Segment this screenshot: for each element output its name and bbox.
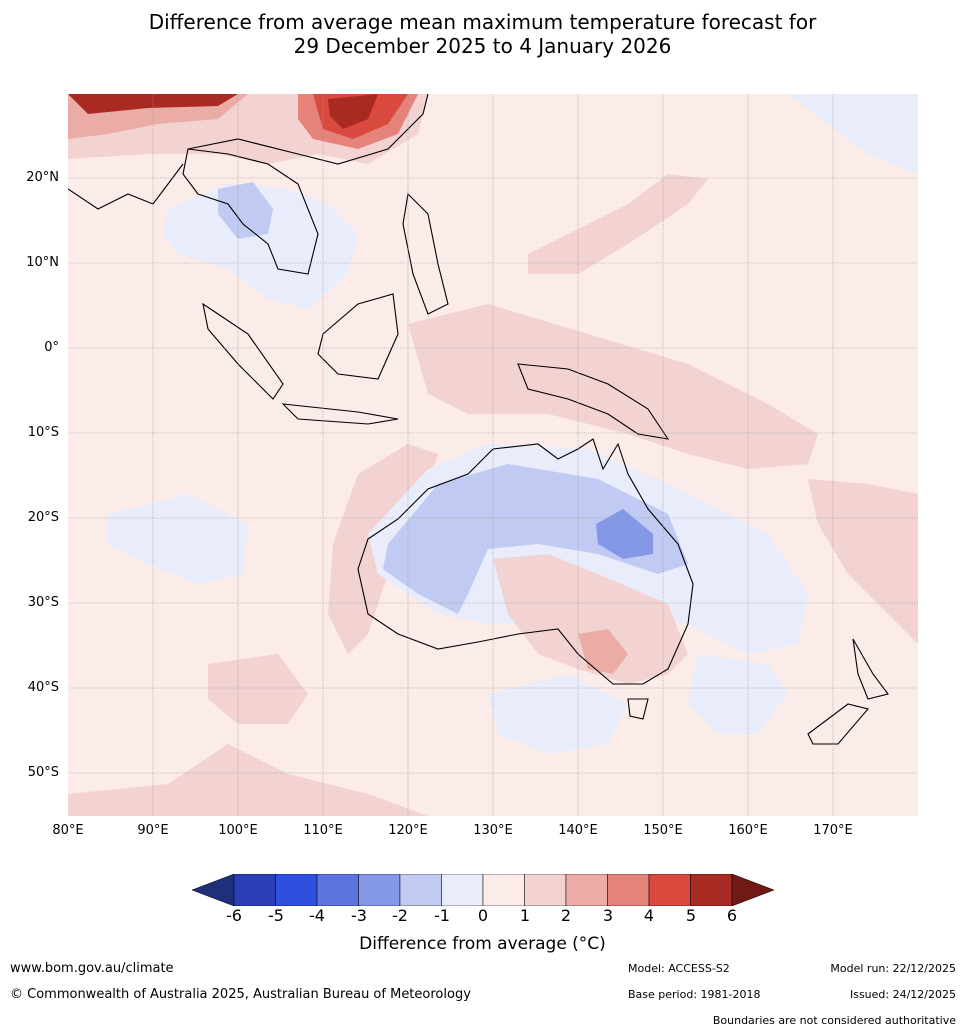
- colorbar-tick-2: 2: [560, 906, 572, 925]
- lon-label-140e: 140°E: [558, 823, 598, 838]
- colorbar-extend-low: [192, 874, 235, 906]
- colorbar-segment-2: [275, 874, 318, 906]
- cool-region-indochina: [163, 184, 358, 309]
- colorbar-segment-1: [233, 874, 276, 906]
- coastline-new-zealand-north: [852, 638, 889, 700]
- cool-core-australia: [383, 464, 688, 614]
- lat-label-20n: 20°N: [26, 170, 59, 185]
- coastline-java: [281, 403, 399, 425]
- title-line-2: 29 December 2025 to 4 January 2026: [293, 34, 672, 58]
- coastline-philippines: [402, 192, 449, 315]
- lon-label-90e: 90°E: [137, 823, 169, 838]
- warm-region-south-australia: [493, 554, 688, 684]
- colorbar-tick-neg2: -2: [392, 906, 408, 925]
- colorbar-tick-3: 3: [602, 906, 614, 925]
- colorbar-tick-neg5: -5: [268, 906, 284, 925]
- warm-core-victoria: [578, 629, 628, 674]
- cool-peak-qld: [596, 509, 653, 559]
- coastline-tasmania: [627, 698, 649, 720]
- colorbar-segment-6: [441, 874, 484, 906]
- lat-label-30s: 30°S: [27, 595, 59, 610]
- cool-region-pacific-north: [788, 94, 918, 174]
- footer-disclaimer: Boundaries are not considered authoritat…: [712, 1014, 956, 1027]
- warm-region-south-indian: [208, 654, 308, 724]
- colorbar-segment-7: [482, 874, 525, 906]
- lon-label-120e: 120°E: [388, 823, 428, 838]
- lat-label-10n: 10°N: [26, 255, 59, 270]
- lon-label-160e: 160°E: [728, 823, 768, 838]
- colorbar-tick-6: 6: [726, 906, 738, 925]
- cool-core-indochina: [218, 182, 273, 239]
- colorbar-tick-0: 0: [477, 906, 489, 925]
- map-title: Difference from average mean maximum tem…: [0, 10, 965, 58]
- footer-copyright: © Commonwealth of Australia 2025, Austra…: [10, 987, 471, 1002]
- lat-label-10s: 10°S: [27, 425, 59, 440]
- lat-label-40s: 40°S: [27, 680, 59, 695]
- footer-issued: Issued: 24/12/2025: [849, 988, 956, 1001]
- colorbar-segments: [192, 874, 774, 906]
- colorbar-extend-high: [731, 874, 774, 906]
- colorbar-segment-8: [524, 874, 567, 906]
- lon-label-170e: 170°E: [813, 823, 853, 838]
- colorbar-segment-11: [648, 874, 691, 906]
- footer-model: Model: ACCESS-S2: [628, 962, 730, 975]
- colorbar: [192, 874, 774, 906]
- colorbar-segment-9: [565, 874, 608, 906]
- coastline-india: [68, 163, 184, 210]
- lon-label-100e: 100°E: [218, 823, 258, 838]
- footer-base-period: Base period: 1981-2018: [628, 988, 761, 1001]
- coastline-new-zealand-south: [807, 703, 869, 745]
- footer-model-run: Model run: 22/12/2025: [830, 962, 956, 975]
- lat-label-50s: 50°S: [27, 765, 59, 780]
- colorbar-tick-5: 5: [685, 906, 697, 925]
- coastlines: [68, 94, 889, 745]
- colorbar-tick-neg1: -1: [434, 906, 450, 925]
- lon-label-110e: 110°E: [303, 823, 343, 838]
- colorbar-segment-3: [316, 874, 359, 906]
- lon-label-150e: 150°E: [643, 823, 683, 838]
- footer-url[interactable]: www.bom.gov.au/climate: [10, 961, 174, 976]
- title-line-1: Difference from average mean maximum tem…: [148, 10, 817, 34]
- colorbar-tick-neg6: -6: [226, 906, 242, 925]
- warm-region-southwest: [68, 744, 428, 816]
- coastline-sumatra: [202, 302, 284, 400]
- cool-region-tasman: [688, 654, 788, 734]
- cool-region-south: [488, 674, 628, 754]
- cool-region-indian-ocean: [108, 494, 248, 584]
- coastline-new-guinea: [517, 363, 670, 440]
- colorbar-tick-neg4: -4: [309, 906, 325, 925]
- coastline-indochina: [182, 148, 319, 275]
- warm-peak-china: [328, 94, 378, 129]
- coastline-borneo: [317, 293, 399, 380]
- temperature-anomaly-map: [68, 94, 918, 816]
- colorbar-segment-5: [399, 874, 442, 906]
- colorbar-segment-12: [690, 874, 733, 906]
- colorbar-tick-neg3: -3: [351, 906, 367, 925]
- colorbar-segment-4: [358, 874, 401, 906]
- colorbar-label: Difference from average (°C): [359, 934, 606, 954]
- colorbar-segment-10: [607, 874, 650, 906]
- lon-label-130e: 130°E: [473, 823, 513, 838]
- lat-label-20s: 20°S: [27, 510, 59, 525]
- lon-label-80e: 80°E: [52, 823, 84, 838]
- lat-label-0: 0°: [44, 340, 59, 355]
- graticule: [68, 94, 918, 816]
- colorbar-tick-1: 1: [519, 906, 531, 925]
- colorbar-tick-4: 4: [643, 906, 655, 925]
